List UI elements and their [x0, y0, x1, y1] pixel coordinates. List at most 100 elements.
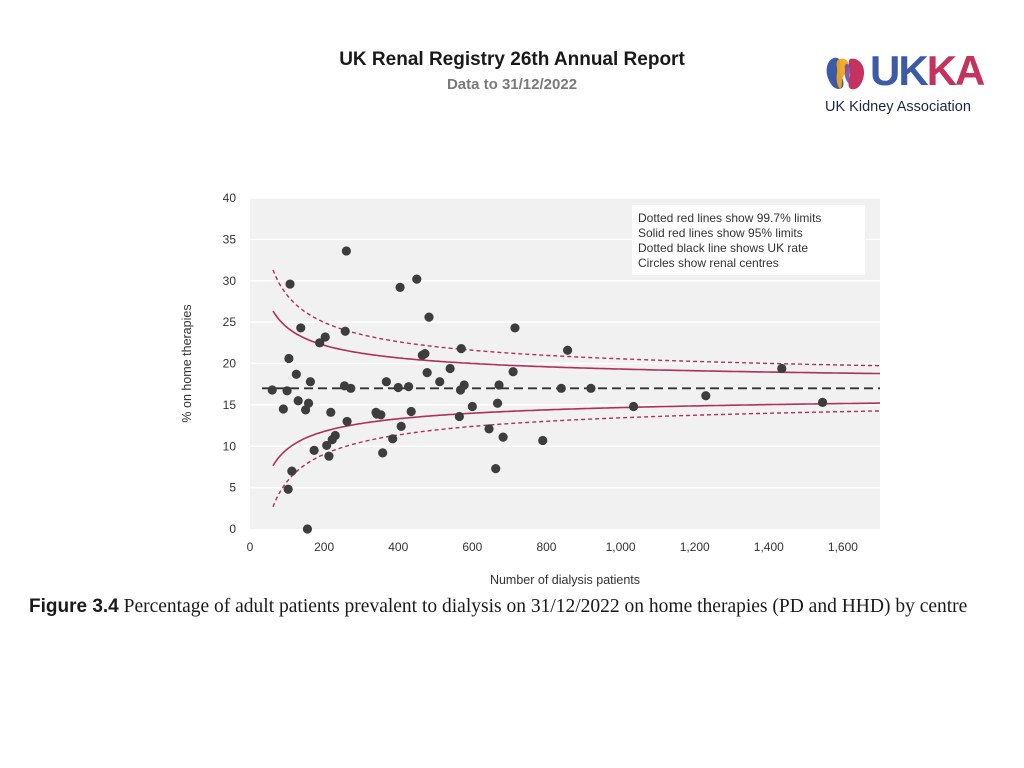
legend-box — [632, 205, 865, 275]
renal-centre-point — [508, 367, 518, 377]
x-axis-label: Number of dialysis patients — [490, 573, 640, 587]
x-tick-label: 1,400 — [754, 540, 784, 554]
95-limit-upper — [272, 310, 880, 375]
renal-centre-point — [315, 338, 325, 348]
renal-centre-point — [342, 416, 352, 427]
legend-line: Dotted red lines show 99.7% limits — [638, 211, 821, 225]
renal-centre-point — [420, 348, 430, 359]
renal-centre-point — [285, 279, 295, 289]
renal-centre-point — [422, 368, 432, 378]
renal-centre-point — [538, 435, 548, 446]
renal-centre-point — [586, 383, 596, 393]
logo-tagline: UK Kidney Association — [825, 99, 971, 115]
figure-number: Figure 3.4 — [29, 596, 119, 617]
renal-centre-point — [322, 440, 332, 451]
renal-centre-point — [341, 246, 351, 256]
control-limit-lines — [272, 269, 881, 508]
renal-centre-point — [445, 363, 455, 374]
renal-centre-point — [324, 451, 334, 461]
renal-centre-point — [412, 274, 422, 284]
renal-centre-point — [395, 282, 405, 292]
renal-centre-point — [320, 332, 330, 342]
renal-centre-point — [435, 377, 445, 387]
figure-caption: Figure 3.4 Percentage of adult patients … — [29, 596, 967, 618]
y-tick-label: 25 — [223, 315, 237, 329]
renal-centre-point — [459, 380, 469, 390]
renal-centre-point — [284, 353, 294, 364]
renal-centre-point — [467, 401, 477, 412]
renal-centre-point — [291, 369, 301, 379]
renal-centre-point — [267, 385, 277, 395]
report-title: UK Renal Registry 26th Annual Report — [339, 49, 685, 70]
renal-centre-point — [454, 411, 464, 422]
renal-centre-point — [340, 326, 350, 336]
renal-centre-point — [404, 382, 414, 392]
renal-centre-point — [303, 398, 314, 408]
renal-centre-point — [293, 396, 303, 406]
renal-centre-point — [817, 397, 828, 407]
centre-points — [267, 246, 828, 534]
grid-lines — [250, 197, 880, 489]
renal-centre-point — [326, 407, 336, 417]
99-7-limit-upper — [272, 269, 880, 367]
renal-centre-point — [484, 424, 494, 434]
y-tick-label: 40 — [223, 191, 237, 205]
renal-centre-point — [346, 383, 356, 393]
chart-legend: Dotted red lines show 99.7% limitsSolid … — [632, 205, 865, 275]
renal-centre-point — [388, 434, 398, 444]
y-tick-label: 15 — [223, 398, 237, 412]
x-tick-label: 800 — [536, 540, 556, 554]
y-tick-label: 35 — [223, 232, 237, 246]
y-tick-label: 5 — [229, 481, 236, 495]
renal-centre-point — [309, 445, 319, 455]
y-axis-label: % on home therapies — [180, 304, 194, 422]
renal-centre-point — [406, 406, 416, 417]
x-tick-label: 1,200 — [680, 540, 710, 554]
renal-centre-point — [381, 377, 391, 387]
renal-centre-point — [562, 345, 573, 355]
y-tick-label: 0 — [229, 522, 236, 536]
renal-centre-point — [628, 401, 639, 412]
renal-centre-point — [287, 466, 297, 476]
renal-centre-point — [330, 430, 340, 441]
x-tick-label: 400 — [388, 540, 408, 554]
renal-centre-point — [282, 386, 292, 396]
x-tick-label: 1,600 — [828, 540, 858, 554]
renal-centre-point — [283, 484, 293, 494]
renal-centre-point — [492, 398, 503, 408]
renal-centre-point — [456, 344, 466, 354]
legend-line: Circles show renal centres — [638, 256, 779, 270]
ukka-logo: UKKA UK Kidney Association — [822, 47, 997, 120]
renal-centre-point — [510, 323, 520, 333]
report-subtitle: Data to 31/12/2022 — [446, 76, 578, 93]
renal-centre-point — [305, 377, 316, 387]
renal-centre-point — [424, 312, 434, 322]
x-tick-label: 200 — [314, 540, 334, 554]
renal-centre-point — [498, 432, 508, 442]
x-tick-label: 600 — [462, 540, 482, 554]
renal-centre-point — [494, 380, 504, 390]
95-limit-lower — [272, 402, 880, 467]
legend-line: Solid red lines show 95% limits — [638, 226, 803, 240]
renal-centre-point — [393, 382, 403, 393]
legend-line: Dotted black line shows UK rate — [638, 241, 808, 255]
y-tick-label: 10 — [223, 439, 237, 453]
renal-centre-point — [296, 323, 306, 333]
y-tick-label: 30 — [223, 274, 237, 288]
renal-centre-point — [491, 463, 501, 474]
renal-centre-point — [556, 383, 566, 393]
renal-centre-point — [701, 391, 711, 401]
figure-caption-text: Percentage of adult patients prevalent t… — [123, 596, 968, 617]
kidney-logo-icon — [826, 57, 865, 90]
renal-centre-point — [777, 363, 787, 374]
99-7-limit-lower — [272, 410, 881, 508]
x-tick-label: 1,000 — [606, 540, 636, 554]
renal-centre-point — [396, 421, 406, 431]
renal-centre-point — [302, 524, 313, 534]
logo-wordmark: UKKA — [870, 47, 985, 94]
x-tick-label: 0 — [247, 540, 254, 554]
renal-centre-point — [278, 404, 288, 414]
y-tick-label: 20 — [223, 357, 237, 371]
